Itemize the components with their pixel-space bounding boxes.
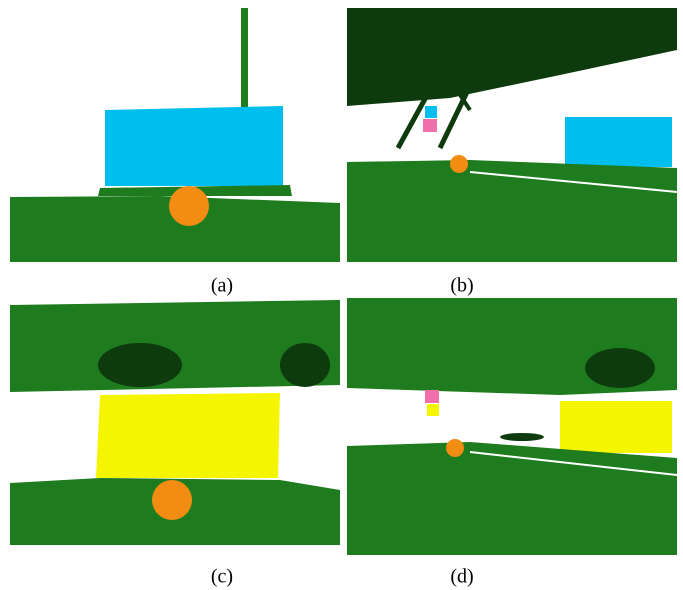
blue-goal: [105, 106, 283, 186]
yellow-goal: [96, 393, 280, 478]
shadow: [500, 433, 544, 441]
blue-goal: [565, 117, 672, 167]
pole: [241, 8, 248, 110]
caption: (c): [211, 566, 233, 588]
floor: [347, 442, 677, 555]
panel-a: [10, 8, 340, 262]
panel-c: [10, 298, 340, 555]
figure: (a) (b) (c) (d): [0, 0, 683, 590]
yellow-marker: [427, 404, 439, 416]
ball: [450, 155, 468, 173]
ball: [169, 186, 209, 226]
caption: (a): [211, 275, 233, 297]
pink-marker: [423, 119, 437, 132]
caption: (b): [450, 275, 473, 297]
ball: [446, 439, 464, 457]
yellow-goal: [560, 401, 672, 453]
panel-b: [347, 8, 677, 262]
caption: (d): [450, 566, 473, 588]
panel-d: [347, 298, 677, 555]
chair: [585, 348, 655, 388]
cyan-marker: [425, 106, 437, 118]
ball: [152, 480, 192, 520]
pink-marker: [425, 390, 439, 403]
chair: [98, 343, 182, 387]
chair: [280, 343, 330, 387]
